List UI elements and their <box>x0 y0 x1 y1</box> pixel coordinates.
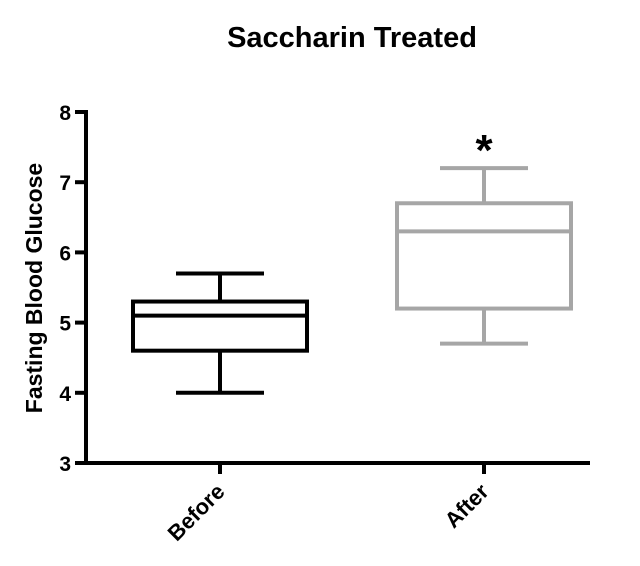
y-tick-label-3: 6 <box>59 242 71 265</box>
chart-title: Saccharin Treated <box>227 22 477 54</box>
after-box <box>395 201 573 311</box>
before-box <box>131 299 309 353</box>
x-category-label-before: Before <box>163 479 230 546</box>
x-category-label-after: After <box>440 479 494 533</box>
y-tick-label-5: 8 <box>59 102 71 125</box>
y-tick-label-1: 4 <box>59 383 71 406</box>
y-tick-label-0: 3 <box>59 453 71 476</box>
y-axis-label: Fasting Blood Glucose <box>21 163 47 413</box>
y-tick-label-2: 5 <box>59 313 71 336</box>
chart-marks: 3 4 5 6 7 8 Before After * <box>59 102 573 546</box>
y-tick-label-4: 7 <box>59 172 71 195</box>
significance-asterisk: * <box>475 126 493 175</box>
